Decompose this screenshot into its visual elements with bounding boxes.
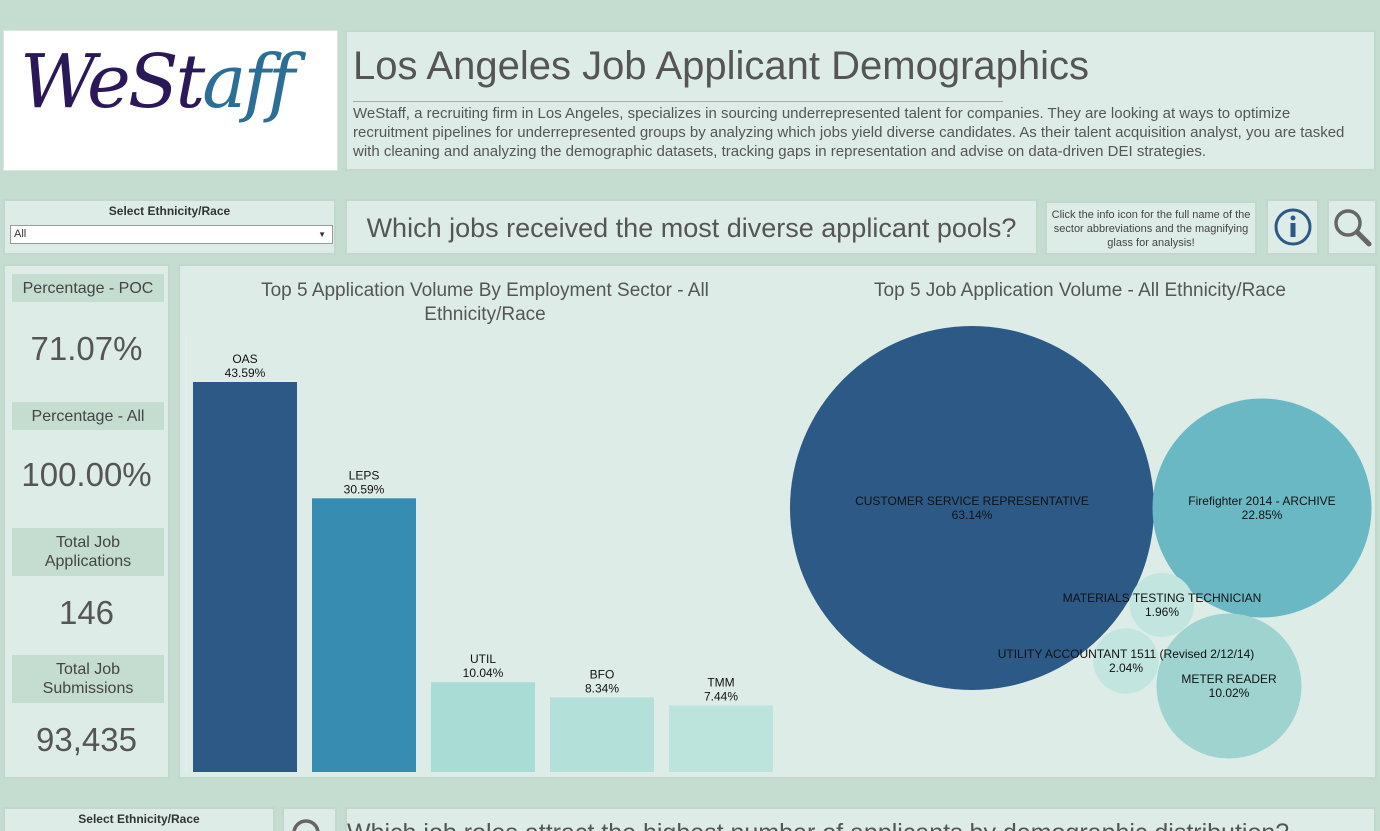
bubble-category-label: MATERIALS TESTING TECHNICIAN <box>1063 591 1262 605</box>
bubble-value-label: 63.14% <box>952 508 993 522</box>
bubble-value-label: 1.96% <box>1145 605 1179 619</box>
question-panel: Which jobs received the most diverse app… <box>345 199 1038 255</box>
analysis-search-button-2[interactable] <box>282 807 337 831</box>
bar-oas[interactable] <box>193 382 297 772</box>
bubble-customer-service-representative[interactable] <box>790 326 1154 690</box>
bubble-meter-reader[interactable] <box>1156 613 1302 759</box>
bar-leps[interactable] <box>312 498 416 772</box>
bar-value-label: 8.34% <box>585 681 619 695</box>
bar-value-label: 10.04% <box>463 666 504 680</box>
bubble-value-label: 22.85% <box>1242 508 1283 522</box>
bar-value-label: 43.59% <box>225 366 266 380</box>
question-panel-2: Which job roles attract the highest numb… <box>345 807 1376 831</box>
kpi-value-all: 100.00% <box>21 456 152 493</box>
kpi-panel: Percentage - POC 71.07% Percentage - All… <box>3 264 170 779</box>
page-description: WeStaff, a recruiting firm in Los Angele… <box>353 105 1345 160</box>
bubble-firefighter-2014-archive[interactable] <box>1152 398 1372 618</box>
hint-text: Click the info icon for the full name of… <box>1051 209 1251 249</box>
title-divider <box>353 101 1003 102</box>
bubble-materials-testing-technician[interactable] <box>1129 572 1195 638</box>
charts-panel: Top 5 Application Volume By Employment S… <box>178 264 1377 779</box>
info-button[interactable] <box>1266 199 1319 255</box>
bubble-utility-accountant-1511-revised-2-12-14[interactable] <box>1093 628 1159 694</box>
kpi-value-submissions: 93,435 <box>36 721 137 758</box>
chevron-down-icon: ▼ <box>318 230 326 239</box>
bar-bfo[interactable] <box>550 697 654 772</box>
bar-category-label: TMM <box>707 675 734 689</box>
bubble-category-label: Firefighter 2014 - ARCHIVE <box>1188 494 1335 508</box>
bar-category-label: BFO <box>590 667 615 681</box>
bar-util[interactable] <box>431 682 535 772</box>
page-title: Los Angeles Job Applicant Demographics <box>353 44 1090 88</box>
bar-tmm[interactable] <box>669 705 773 772</box>
bar-category-label: UTIL <box>470 652 496 666</box>
logo-panel: WeStaff <box>3 30 338 171</box>
bubble-value-label: 10.02% <box>1209 686 1250 700</box>
kpi-value-poc: 71.07% <box>30 330 143 367</box>
bar-value-label: 7.44% <box>704 689 738 703</box>
bar-value-label: 30.59% <box>344 482 385 496</box>
bubble-category-label: CUSTOMER SERVICE REPRESENTATIVE <box>855 494 1089 508</box>
bar-category-label: OAS <box>232 352 257 366</box>
magnifying-glass-icon <box>1334 209 1372 247</box>
kpi-label-applications: Total Job Applications <box>12 528 164 576</box>
bubble-category-label: UTILITY ACCOUNTANT 1511 (Revised 2/12/14… <box>998 647 1255 661</box>
bubble-value-label: 2.04% <box>1109 661 1143 675</box>
kpi-label-all: Percentage - All <box>12 402 164 430</box>
info-icon <box>1274 208 1312 246</box>
bar-category-label: LEPS <box>349 468 380 482</box>
ethnicity-select-value: All <box>14 228 27 240</box>
westaff-logo: WeStaff <box>20 39 295 125</box>
filter-label-2: Select Ethnicity/Race <box>78 812 200 826</box>
magnifying-glass-icon <box>292 819 320 831</box>
question-heading-2: Which job roles attract the highest numb… <box>347 819 1289 831</box>
kpi-label-poc: Percentage - POC <box>12 274 164 302</box>
ethnicity-filter-panel: Select Ethnicity/Race All ▼ <box>3 199 336 255</box>
kpi-label-submissions: Total Job Submissions <box>12 655 164 703</box>
title-panel: Los Angeles Job Applicant Demographics W… <box>345 30 1376 171</box>
filter-label: Select Ethnicity/Race <box>108 204 231 218</box>
question-heading: Which jobs received the most diverse app… <box>366 213 1017 243</box>
bubble-category-label: METER READER <box>1181 672 1277 686</box>
bar-chart-title: Top 5 Application Volume By Employment S… <box>261 280 709 325</box>
bubble-chart-title: Top 5 Job Application Volume - All Ethni… <box>874 280 1286 301</box>
hint-panel: Click the info icon for the full name of… <box>1045 201 1257 255</box>
kpi-value-applications: 146 <box>58 594 115 631</box>
ethnicity-select[interactable]: All ▼ <box>10 225 333 244</box>
ethnicity-filter-panel-2: Select Ethnicity/Race <box>3 807 275 831</box>
analysis-search-button[interactable] <box>1327 199 1377 255</box>
